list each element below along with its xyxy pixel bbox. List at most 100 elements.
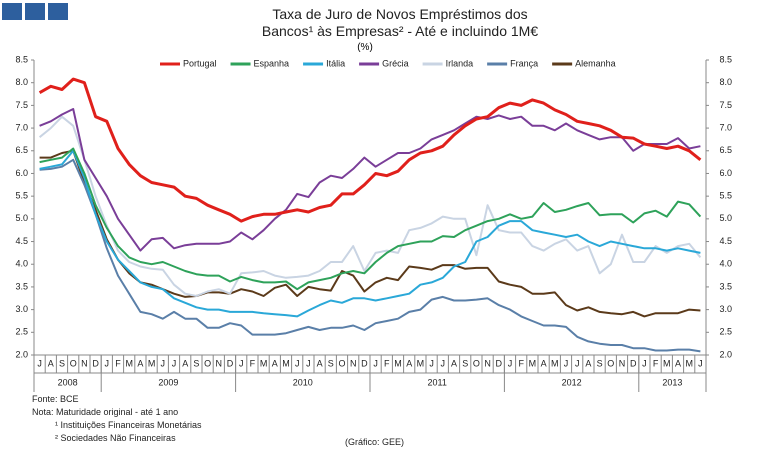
y2-tick-label: 7.0	[719, 122, 732, 132]
group-label: 2013	[662, 377, 682, 387]
x-tick-label: M	[148, 358, 156, 368]
x-tick-label: O	[338, 358, 345, 368]
group-label: 2011	[428, 377, 447, 387]
group-label: 2008	[58, 377, 78, 387]
y2-tick-label: 7.5	[719, 100, 732, 110]
y-tick-label: 2.5	[15, 327, 28, 337]
y2-tick-label: 5.0	[719, 213, 732, 223]
x-tick-label: O	[70, 358, 77, 368]
legend-label: Grécia	[382, 58, 409, 68]
y-tick-label: 6.0	[15, 168, 28, 178]
x-tick-label: F	[115, 358, 121, 368]
y2-tick-label: 4.0	[719, 259, 732, 269]
chart: 2.0 2.0 2.5 2.5 3.0 3.0 3.5 3.5 4.0 4.0 4.5 4.5 5.0 5…	[15, 54, 732, 392]
x-tick-label: S	[59, 358, 65, 368]
x-tick-label: O	[204, 358, 211, 368]
footnote: ¹ Instituições Financeiras Monetárias	[55, 420, 202, 430]
footnote: ² Sociedades Não Financeiras	[55, 433, 176, 443]
x-tick-label: F	[653, 358, 659, 368]
y-tick-label: 7.5	[15, 100, 28, 110]
group-label: 2012	[562, 377, 582, 387]
x-tick-label: D	[92, 358, 99, 368]
x-tick-label: D	[361, 358, 368, 368]
x-tick-label: N	[216, 358, 223, 368]
x-tick-label: M	[529, 358, 537, 368]
x-tick-label: J	[239, 358, 244, 368]
y2-tick-label: 3.0	[719, 304, 732, 314]
x-tick-label: M	[394, 358, 402, 368]
y-tick-label: 8.0	[15, 77, 28, 87]
x-tick-label: D	[496, 358, 503, 368]
x-tick-label: M	[685, 358, 693, 368]
x-tick-label: J	[105, 358, 110, 368]
x-tick-label: A	[137, 358, 143, 368]
series-line	[39, 158, 701, 353]
series-line	[38, 115, 702, 297]
x-tick-label: M	[551, 358, 559, 368]
x-tick-label: A	[317, 358, 323, 368]
x-tick-label: N	[81, 358, 88, 368]
x-tick-label: D	[227, 358, 234, 368]
x-tick-label: J	[306, 358, 311, 368]
y-tick-label: 3.5	[15, 281, 28, 291]
x-tick-label: N	[619, 358, 626, 368]
y2-tick-label: 6.0	[719, 168, 732, 178]
x-tick-label: D	[630, 358, 637, 368]
x-tick-label: J	[37, 358, 42, 368]
y-tick-label: 4.0	[15, 259, 28, 269]
x-tick-label: A	[675, 358, 681, 368]
series-line	[39, 147, 702, 291]
y2-tick-label: 8.5	[719, 54, 732, 64]
x-tick-label: A	[48, 358, 54, 368]
x-tick-label: J	[698, 358, 703, 368]
x-tick-label: A	[541, 358, 547, 368]
legend-label: Irlanda	[446, 58, 474, 68]
x-tick-label: J	[295, 358, 300, 368]
x-tick-label: J	[564, 358, 569, 368]
y2-tick-label: 8.0	[719, 77, 732, 87]
series-line	[38, 77, 702, 223]
x-tick-label: J	[441, 358, 446, 368]
x-tick-label: A	[272, 358, 278, 368]
x-tick-label: J	[373, 358, 378, 368]
x-tick-label: S	[597, 358, 603, 368]
x-tick-label: J	[508, 358, 513, 368]
x-tick-label: S	[328, 358, 334, 368]
y2-tick-label: 4.5	[719, 236, 732, 246]
series-line	[39, 108, 701, 252]
group-label: 2009	[158, 377, 178, 387]
chart-subtitle: (%)	[357, 42, 373, 53]
y-tick-label: 8.5	[15, 54, 28, 64]
x-tick-label: S	[462, 358, 468, 368]
note: Nota: Maturidade original - até 1 ano	[32, 407, 179, 417]
y-tick-label: 5.5	[15, 191, 28, 201]
y-tick-label: 2.0	[15, 349, 28, 359]
x-tick-label: M	[282, 358, 290, 368]
y-tick-label: 6.5	[15, 145, 28, 155]
series-line	[39, 149, 701, 318]
x-tick-label: J	[429, 358, 434, 368]
x-tick-label: F	[384, 358, 390, 368]
x-tick-label: F	[518, 358, 524, 368]
credit: (Gráfico: GEE)	[345, 437, 405, 447]
x-tick-label: A	[585, 358, 591, 368]
legend-label: Espanha	[254, 58, 290, 68]
y2-tick-label: 3.5	[719, 281, 732, 291]
x-tick-label: M	[417, 358, 425, 368]
x-tick-label: S	[193, 358, 199, 368]
x-tick-label: F	[250, 358, 256, 368]
x-tick-label: J	[575, 358, 580, 368]
y2-tick-label: 5.5	[719, 191, 732, 201]
y2-tick-label: 2.0	[719, 349, 732, 359]
x-tick-label: A	[451, 358, 457, 368]
x-tick-label: M	[663, 358, 671, 368]
legend-label: Portugal	[183, 58, 217, 68]
legend-label: Alemanha	[575, 58, 616, 68]
x-tick-label: J	[172, 358, 177, 368]
group-label: 2010	[293, 377, 313, 387]
x-tick-label: M	[125, 358, 133, 368]
x-tick-label: O	[607, 358, 614, 368]
y-tick-label: 7.0	[15, 122, 28, 132]
y-tick-label: 3.0	[15, 304, 28, 314]
logo	[2, 3, 68, 20]
